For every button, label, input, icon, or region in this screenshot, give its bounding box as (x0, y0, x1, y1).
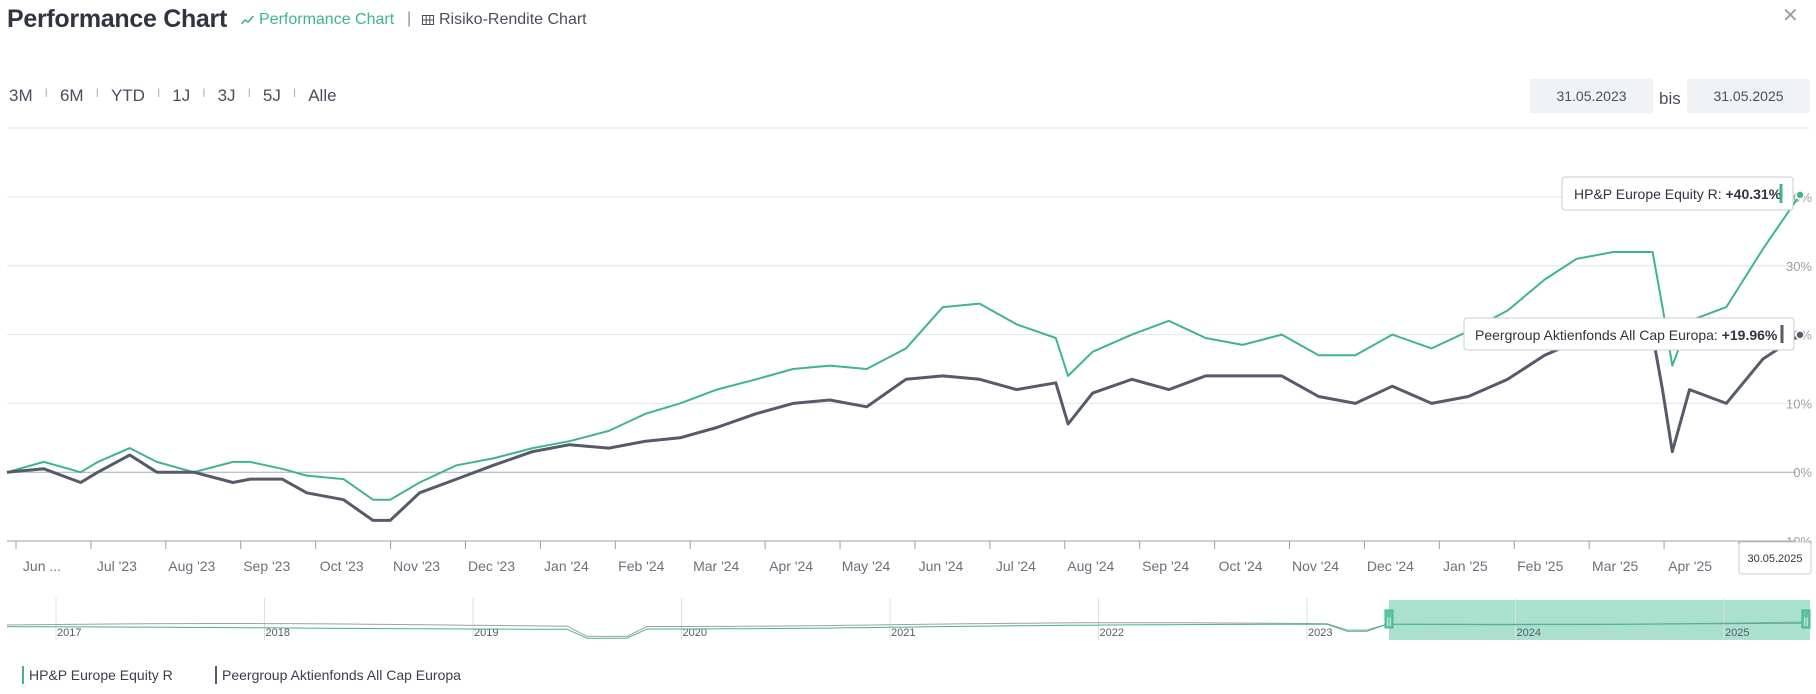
navigator-handle-grip: || (1387, 616, 1392, 626)
x-tick-label: Aug '24 (1067, 558, 1114, 574)
range-separator: I (247, 86, 251, 100)
x-tick-label: Jul '23 (97, 558, 137, 574)
tab-separator: | (407, 10, 412, 27)
x-tick-label: Jul '24 (996, 558, 1036, 574)
date-to-input[interactable]: 31.05.2025 (1687, 79, 1810, 113)
date-from-input[interactable]: 31.05.2023 (1530, 79, 1653, 113)
navigator-selection (1389, 600, 1810, 640)
navigator-year-label: 2019 (474, 627, 498, 639)
tab-risk-return-chart[interactable]: Risiko-Rendite Chart (422, 11, 587, 29)
range-separator: I (202, 86, 206, 100)
y-tick-label: 0% (1793, 465, 1812, 480)
x-tick-label: Mar '25 (1592, 558, 1638, 574)
navigator-line-fund (7, 622, 1808, 639)
x-tick-label: Dec '24 (1367, 558, 1414, 574)
x-tick-label: Jan '24 (544, 558, 589, 574)
tooltip-date-text: 30.05.2025 (1747, 553, 1802, 565)
navigator-year-label: 2022 (1100, 627, 1124, 639)
legend-label-fund: HP&P Europe Equity R (29, 667, 173, 683)
x-tick-label: Apr '25 (1668, 558, 1712, 574)
x-tick-label: Oct '24 (1219, 558, 1263, 574)
range-6m-button[interactable]: 6M (59, 86, 84, 105)
x-tick-label: Oct '23 (320, 558, 364, 574)
tooltip-peer (1463, 317, 1795, 351)
date-range-separator: bis (1659, 89, 1681, 108)
navigator-year-label: 2025 (1725, 627, 1749, 639)
x-tick-label: Jun ... (23, 558, 61, 574)
range-selector: 3M I 6M I YTD I 1J I 3J I 5J I Alle (7, 86, 339, 106)
legend-label-peer: Peergroup Aktienfonds All Cap Europa (222, 667, 461, 683)
tab-performance-chart-label: Performance Chart (259, 11, 395, 28)
range-ytd-button[interactable]: YTD (110, 86, 145, 105)
close-icon[interactable]: ✕ (1782, 5, 1799, 27)
navigator-year-label: 2023 (1308, 627, 1332, 639)
range-separator: I (292, 86, 297, 100)
x-tick-label: Apr '24 (769, 558, 813, 574)
x-tick-label: Sep '24 (1142, 558, 1189, 574)
x-tick-label: May '24 (842, 558, 891, 574)
navigator-handle-grip: || (1804, 616, 1809, 626)
navigator-year-label: 2024 (1517, 627, 1541, 639)
x-tick-label: Jun '24 (919, 558, 964, 574)
tooltip-date (1738, 541, 1812, 575)
legend-swatch-fund (22, 666, 24, 684)
tooltip-peer-text: Peergroup Aktienfonds All Cap Europa: +1… (1475, 327, 1778, 343)
range-alle-button[interactable]: Alle (308, 86, 337, 105)
navigator-year-label: 2017 (57, 627, 81, 639)
tooltip-fund (1561, 176, 1794, 211)
x-tick-label: Feb '25 (1517, 558, 1563, 574)
series-line-fund (6, 194, 1801, 501)
x-tick-label: Feb '24 (618, 558, 664, 574)
navigator-handle-left[interactable] (1384, 609, 1394, 629)
legend-swatch-peer (215, 666, 217, 684)
line-chart-icon (241, 15, 254, 25)
series-line-peer (6, 333, 1801, 522)
range-separator: I (95, 86, 99, 100)
x-tick-label: Sep '23 (243, 558, 290, 574)
navigator-year-label: 2020 (683, 627, 707, 639)
x-tick-label: Mar '24 (693, 558, 739, 574)
series-end-point-peer (1795, 330, 1805, 340)
x-tick-label: Nov '24 (1292, 558, 1339, 574)
legend-item-peer[interactable]: Peergroup Aktienfonds All Cap Europa (215, 666, 461, 684)
range-5j-button[interactable]: 5J (262, 86, 281, 105)
tab-risk-return-chart-label: Risiko-Rendite Chart (439, 11, 587, 28)
tooltip-fund-text: HP&P Europe Equity R: +40.31% (1574, 186, 1782, 202)
legend-item-fund[interactable]: HP&P Europe Equity R (22, 666, 173, 684)
y-tick-label: 30% (1786, 259, 1812, 274)
tab-performance-chart[interactable]: Performance Chart (241, 11, 394, 29)
navigator-year-label: 2018 (266, 627, 290, 639)
x-tick-label: Nov '23 (393, 558, 440, 574)
x-tick-label: Dec '23 (468, 558, 515, 574)
range-separator: I (156, 86, 161, 100)
navigator-handle-right[interactable] (1801, 609, 1811, 629)
y-tick-label: 10% (1786, 396, 1812, 411)
navigator-year-label: 2021 (891, 627, 915, 639)
range-3j-button[interactable]: 3J (217, 86, 236, 105)
range-1j-button[interactable]: 1J (172, 86, 191, 105)
page-title: Performance Chart (7, 5, 227, 33)
grid-icon (422, 15, 434, 25)
series-end-point-fund (1795, 190, 1805, 200)
x-tick-label: Jan '25 (1443, 558, 1488, 574)
x-tick-label: Aug '23 (168, 558, 215, 574)
range-3m-button[interactable]: 3M (9, 86, 33, 105)
range-separator: I (44, 86, 48, 100)
